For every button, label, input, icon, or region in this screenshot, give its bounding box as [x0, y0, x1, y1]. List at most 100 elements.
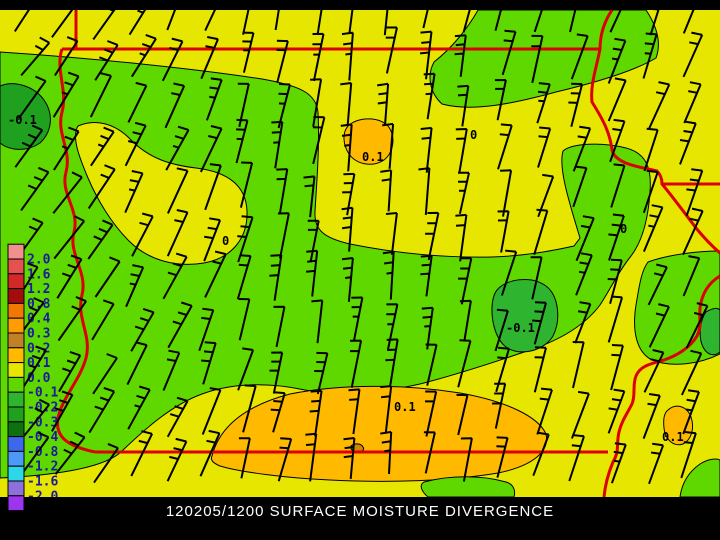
wind-barb	[54, 431, 86, 475]
wind-barb	[51, 10, 74, 38]
color-scale-cell-14	[7, 450, 25, 467]
wind-barb	[166, 10, 176, 31]
wind-barb	[14, 124, 44, 168]
wind-barb	[423, 431, 436, 474]
wind-barb	[682, 10, 695, 34]
wind-barb	[420, 30, 433, 80]
wind-barb	[58, 350, 82, 393]
wind-barb	[533, 208, 549, 255]
contour-label-7: 0.1	[662, 430, 684, 444]
wind-barb	[492, 382, 507, 429]
wind-barb	[343, 437, 356, 479]
wind-barb	[607, 258, 623, 305]
wind-barb	[643, 127, 659, 172]
wind-barb	[609, 10, 622, 33]
wind-barb	[459, 299, 472, 342]
wind-barb	[572, 341, 585, 389]
wind-barb	[643, 349, 665, 393]
wind-barb	[314, 351, 329, 395]
wind-barb	[235, 118, 249, 164]
wind-barb	[349, 339, 363, 388]
wind-barb	[340, 82, 353, 125]
color-scale-cell-16	[7, 480, 25, 497]
wind-barb	[647, 263, 668, 306]
legend-value--0.2: -0.2	[27, 401, 58, 416]
wind-barb	[610, 344, 624, 391]
wind-barb	[131, 212, 154, 257]
wind-barb	[569, 10, 577, 33]
region-darkgreen-top-left	[0, 83, 51, 150]
wind-barb	[127, 81, 148, 123]
color-scale-cell-10	[7, 391, 25, 408]
wind-barb	[532, 301, 547, 345]
contour-label-6: 0.1	[394, 400, 416, 414]
wind-barb	[610, 442, 627, 484]
wind-barb	[310, 78, 323, 127]
wind-barb	[455, 213, 468, 262]
color-scale-cell-5	[7, 317, 25, 334]
wind-barb	[608, 213, 625, 261]
wind-barb	[277, 437, 293, 482]
wind-barb	[683, 81, 702, 124]
wind-barb	[501, 29, 517, 76]
wind-barb	[201, 387, 222, 435]
legend-value--1.2: -1.2	[27, 460, 58, 475]
wind-barb	[382, 122, 395, 169]
wind-barb	[497, 210, 510, 253]
wind-barb	[568, 434, 585, 482]
wind-barb	[130, 430, 153, 477]
wind-barb	[494, 10, 502, 31]
color-scale-cell-7	[7, 347, 25, 364]
wind-barb	[21, 345, 47, 390]
wind-barb	[236, 254, 252, 300]
wind-barb	[124, 170, 144, 214]
wind-barb	[312, 32, 325, 82]
wind-barb	[124, 121, 147, 167]
wind-barb	[532, 431, 550, 477]
wind-barb	[238, 437, 251, 479]
wind-barb	[455, 128, 468, 173]
wind-barb	[203, 217, 222, 262]
wind-barb	[128, 10, 147, 36]
legend-value--0.1: -0.1	[27, 386, 58, 401]
wind-barb	[200, 36, 219, 80]
wind-barb	[237, 215, 254, 263]
wind-barb	[497, 123, 513, 170]
wind-barb	[52, 171, 83, 214]
wind-barb	[425, 343, 438, 386]
wind-barb	[273, 305, 286, 348]
wind-barb	[166, 437, 188, 482]
legend-value-0.3: 0.3	[27, 327, 50, 342]
state-borders	[56, 10, 720, 497]
wind-barb	[570, 33, 589, 80]
wind-barb	[270, 391, 286, 433]
wind-barb	[164, 82, 186, 129]
color-scale-cell-11	[7, 406, 25, 423]
wind-barb	[680, 431, 697, 479]
color-scale-cell-13	[7, 436, 25, 452]
wind-barb	[348, 388, 361, 435]
wind-barb	[17, 75, 47, 119]
wind-barb	[380, 169, 393, 212]
wind-barb	[341, 257, 354, 302]
color-scale-cell-1	[7, 258, 25, 275]
region-yellow-island-left	[74, 122, 248, 265]
wind-barb	[457, 339, 472, 388]
contour-label-0: -0.1	[8, 113, 37, 127]
wind-barb	[536, 82, 551, 124]
wind-barb	[457, 171, 470, 215]
color-scale-cell-8	[7, 362, 25, 378]
wind-barb	[305, 249, 319, 297]
wind-barb	[385, 212, 398, 255]
wind-barb	[56, 254, 83, 299]
wind-barb	[420, 254, 433, 297]
wind-barb	[165, 125, 190, 171]
wind-barb	[167, 301, 193, 349]
wind-barb	[496, 436, 509, 478]
wind-barb	[425, 211, 440, 261]
wind-barb	[312, 116, 326, 165]
wind-barb	[126, 341, 148, 386]
state-border-line-2	[56, 48, 96, 454]
wind-barb	[642, 393, 661, 439]
